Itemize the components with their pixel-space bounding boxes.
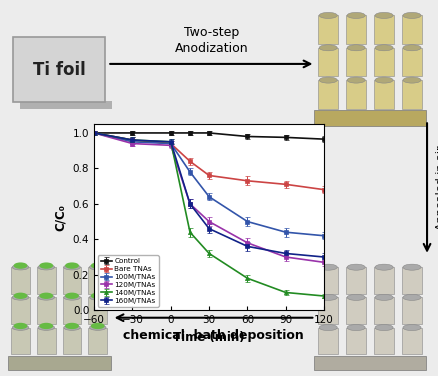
Ellipse shape — [12, 294, 29, 300]
Text: Two-step: Two-step — [184, 26, 239, 39]
Bar — [402, 48, 422, 76]
Ellipse shape — [375, 294, 393, 300]
Ellipse shape — [89, 264, 106, 270]
X-axis label: Time (min): Time (min) — [173, 331, 245, 344]
Bar — [318, 267, 338, 294]
Bar — [318, 297, 338, 324]
Bar — [88, 297, 107, 324]
Bar — [374, 48, 394, 76]
Ellipse shape — [39, 262, 53, 269]
Ellipse shape — [375, 324, 393, 331]
Bar — [88, 267, 107, 294]
Ellipse shape — [12, 325, 29, 331]
Bar — [13, 37, 105, 103]
Bar — [63, 267, 81, 294]
Bar — [346, 327, 366, 354]
Ellipse shape — [319, 324, 337, 331]
Ellipse shape — [375, 12, 393, 18]
Ellipse shape — [91, 293, 105, 299]
Bar — [374, 80, 394, 109]
Bar — [346, 80, 366, 109]
Bar — [346, 267, 366, 294]
Ellipse shape — [91, 262, 105, 269]
Bar — [8, 356, 110, 370]
Bar — [318, 327, 338, 354]
Bar — [63, 297, 81, 324]
Ellipse shape — [39, 323, 53, 329]
Bar — [314, 110, 426, 126]
Bar — [346, 48, 366, 76]
Bar — [88, 327, 107, 354]
Bar — [374, 267, 394, 294]
Ellipse shape — [319, 264, 337, 270]
Text: Anodization: Anodization — [175, 41, 248, 55]
Ellipse shape — [319, 77, 337, 83]
Ellipse shape — [403, 294, 421, 300]
Ellipse shape — [65, 293, 79, 299]
Legend: Control, Bare TNAs, 100M/TNAs, 120M/TNAs, 140M/TNAs, 160M/TNAs: Control, Bare TNAs, 100M/TNAs, 120M/TNAs… — [98, 255, 159, 306]
Ellipse shape — [38, 294, 55, 300]
Ellipse shape — [403, 12, 421, 18]
Bar — [402, 267, 422, 294]
Bar — [318, 48, 338, 76]
Bar — [374, 327, 394, 354]
Bar — [374, 15, 394, 44]
Ellipse shape — [64, 264, 80, 270]
Bar — [20, 101, 112, 109]
Ellipse shape — [319, 12, 337, 18]
Ellipse shape — [403, 264, 421, 270]
Ellipse shape — [347, 45, 365, 51]
Ellipse shape — [91, 323, 105, 329]
Bar — [402, 15, 422, 44]
Bar — [37, 327, 56, 354]
Bar — [402, 80, 422, 109]
Ellipse shape — [64, 325, 80, 331]
Ellipse shape — [14, 293, 28, 299]
Ellipse shape — [347, 294, 365, 300]
Ellipse shape — [375, 264, 393, 270]
Bar — [374, 297, 394, 324]
Bar — [318, 80, 338, 109]
Ellipse shape — [319, 45, 337, 51]
Ellipse shape — [38, 325, 55, 331]
Bar — [346, 15, 366, 44]
Bar — [37, 297, 56, 324]
Bar — [346, 297, 366, 324]
Ellipse shape — [403, 45, 421, 51]
Ellipse shape — [64, 294, 80, 300]
Ellipse shape — [375, 45, 393, 51]
Bar — [63, 327, 81, 354]
Ellipse shape — [14, 262, 28, 269]
Ellipse shape — [39, 293, 53, 299]
Bar — [402, 297, 422, 324]
Ellipse shape — [403, 77, 421, 83]
Ellipse shape — [65, 262, 79, 269]
Bar — [318, 15, 338, 44]
Ellipse shape — [403, 324, 421, 331]
Bar — [402, 327, 422, 354]
Ellipse shape — [375, 77, 393, 83]
Ellipse shape — [89, 325, 106, 331]
Bar — [314, 356, 426, 370]
Ellipse shape — [38, 264, 55, 270]
Ellipse shape — [347, 77, 365, 83]
Ellipse shape — [14, 323, 28, 329]
Text: chemical  bath deposition: chemical bath deposition — [124, 329, 304, 342]
Ellipse shape — [347, 324, 365, 331]
Y-axis label: C/C₀: C/C₀ — [54, 204, 67, 230]
Ellipse shape — [12, 264, 29, 270]
Ellipse shape — [65, 323, 79, 329]
Bar — [11, 327, 30, 354]
Ellipse shape — [319, 294, 337, 300]
Ellipse shape — [89, 294, 106, 300]
Ellipse shape — [347, 264, 365, 270]
Text: Ti foil: Ti foil — [33, 61, 85, 79]
Bar — [37, 267, 56, 294]
Bar — [11, 267, 30, 294]
Text: Annealed in air: Annealed in air — [436, 146, 438, 230]
Bar — [11, 297, 30, 324]
Ellipse shape — [347, 12, 365, 18]
